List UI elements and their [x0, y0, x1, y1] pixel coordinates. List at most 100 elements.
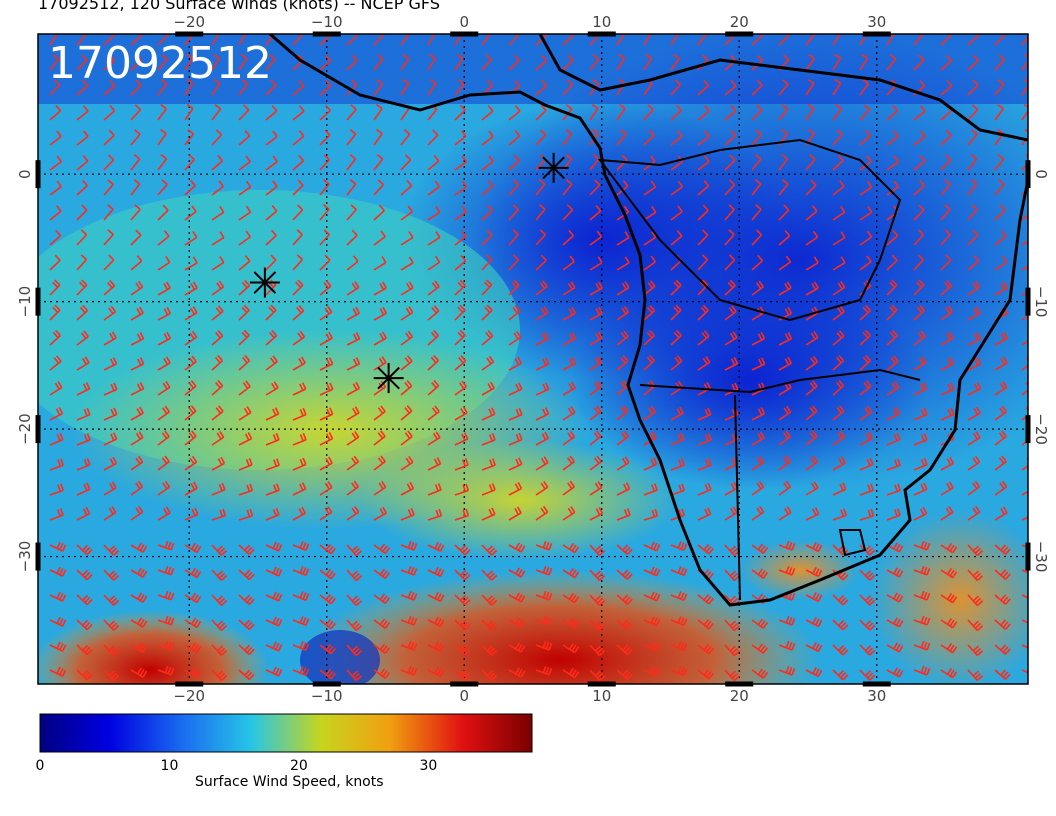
wind-barb: [967, 255, 980, 271]
wind-barb: [913, 179, 925, 196]
colorbar-tick-label: 10: [160, 758, 179, 774]
wind-barb: [481, 619, 498, 631]
wind-barb: [616, 544, 633, 555]
wind-barb: [481, 407, 496, 421]
wind-barb: [157, 540, 175, 551]
wind-barb: [535, 254, 547, 271]
wind-barb: [130, 129, 141, 146]
wind-barb: [481, 279, 493, 296]
wind-barb: [49, 483, 64, 496]
wind-barb: [265, 254, 277, 271]
wind-barb: [616, 569, 633, 580]
wind-barb: [886, 104, 899, 121]
wind-barb: [778, 153, 789, 171]
wind-barb: [670, 304, 682, 321]
wind-barb: [346, 281, 360, 296]
wind-barb: [535, 615, 553, 626]
wind-barb: [49, 541, 67, 552]
wind-barb: [886, 355, 899, 371]
wind-barb: [940, 568, 958, 579]
wind-barb: [49, 458, 64, 471]
wind-barb: [697, 105, 710, 121]
wind-barb: [292, 616, 310, 626]
wind-barb: [967, 229, 979, 246]
wind-barb: [373, 34, 385, 46]
wind-barb: [265, 507, 280, 521]
wind-barb: [76, 669, 93, 681]
wind-barb: [859, 129, 871, 146]
wind-barb: [697, 544, 714, 555]
wind-barb: [265, 79, 277, 96]
wind-barb: [76, 594, 93, 606]
wind-barb: [751, 179, 762, 196]
frame-ticks: [35, 31, 1031, 687]
wind-barb: [211, 456, 226, 471]
wind-barb: [103, 305, 117, 321]
wind-barb: [49, 130, 62, 146]
wind-barb: [454, 544, 471, 556]
wind-barb: [454, 205, 468, 221]
wind-barb: [292, 279, 304, 296]
wind-barb: [508, 330, 522, 346]
wind-barb: [589, 430, 602, 446]
wind-barb: [913, 482, 928, 496]
wind-barb: [238, 34, 247, 46]
lon-label-top: −10: [311, 13, 343, 31]
wind-barb: [427, 129, 439, 146]
wind-barb: [778, 306, 793, 321]
wind-barb: [76, 544, 93, 556]
wind-barb: [319, 643, 336, 655]
wind-barb: [535, 565, 553, 576]
wind-barb: [994, 569, 1011, 580]
wind-barb: [643, 280, 656, 296]
wind-barb: [562, 642, 580, 654]
wind-barb: [967, 480, 981, 496]
wind-barb: [643, 616, 661, 627]
wind-barb: [76, 279, 88, 296]
wind-barb: [967, 79, 979, 96]
wind-barb: [832, 78, 842, 96]
wind-barb: [211, 594, 228, 606]
wind-barb: [49, 566, 67, 577]
wind-barb: [319, 254, 331, 271]
wind-barb: [238, 130, 251, 146]
wind-barb: [535, 540, 553, 551]
wind-barb: [913, 34, 924, 46]
wind-barb: [724, 80, 737, 96]
wind-barb: [481, 204, 494, 221]
lon-label-bottom: 20: [730, 687, 749, 705]
wind-barb: [454, 279, 466, 296]
wind-barb: [913, 433, 928, 446]
lat-label-right: −10: [1032, 286, 1050, 318]
wind-barb: [832, 380, 845, 396]
wind-barb: [76, 105, 89, 121]
wind-barb: [346, 480, 360, 496]
wind-barb: [265, 304, 277, 321]
wind-barb: [886, 508, 901, 521]
wind-barb: [400, 306, 414, 321]
wind-barb: [49, 229, 62, 246]
wind-barb: [751, 456, 765, 471]
wind-barb: [697, 669, 714, 680]
wind-barb: [103, 619, 120, 631]
lon-label-bottom: 0: [459, 687, 469, 705]
wind-barb: [481, 105, 494, 121]
lon-label-bottom: 30: [867, 687, 886, 705]
wind-barb: [643, 566, 661, 577]
wind-barb: [319, 104, 331, 121]
wind-barb: [616, 34, 626, 46]
wind-barb: [589, 154, 600, 171]
wind-barb: [400, 78, 410, 96]
wind-barb: [967, 54, 979, 71]
wind-barb: [643, 104, 654, 121]
wind-barb: [967, 505, 981, 521]
wind-barb: [832, 256, 846, 271]
wind-barb: [535, 331, 550, 346]
wind-barb: [211, 154, 224, 171]
wind-barb: [886, 406, 901, 421]
wind-barb: [238, 205, 252, 221]
wind-barb: [697, 34, 708, 46]
wind-barb: [211, 619, 228, 631]
wind-barb: [697, 229, 709, 246]
wind-barb: [805, 331, 819, 346]
